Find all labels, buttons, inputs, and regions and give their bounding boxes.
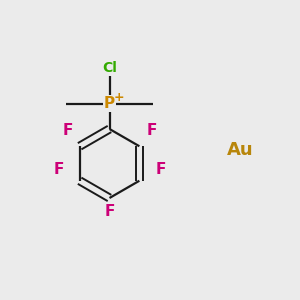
Text: P: P — [104, 96, 115, 111]
Text: F: F — [155, 162, 166, 177]
Text: F: F — [146, 123, 157, 138]
Text: F: F — [62, 123, 73, 138]
Text: Au: Au — [227, 141, 253, 159]
Text: F: F — [104, 204, 115, 219]
Text: F: F — [53, 162, 64, 177]
Text: Cl: Cl — [102, 61, 117, 74]
Text: +: + — [114, 91, 124, 104]
